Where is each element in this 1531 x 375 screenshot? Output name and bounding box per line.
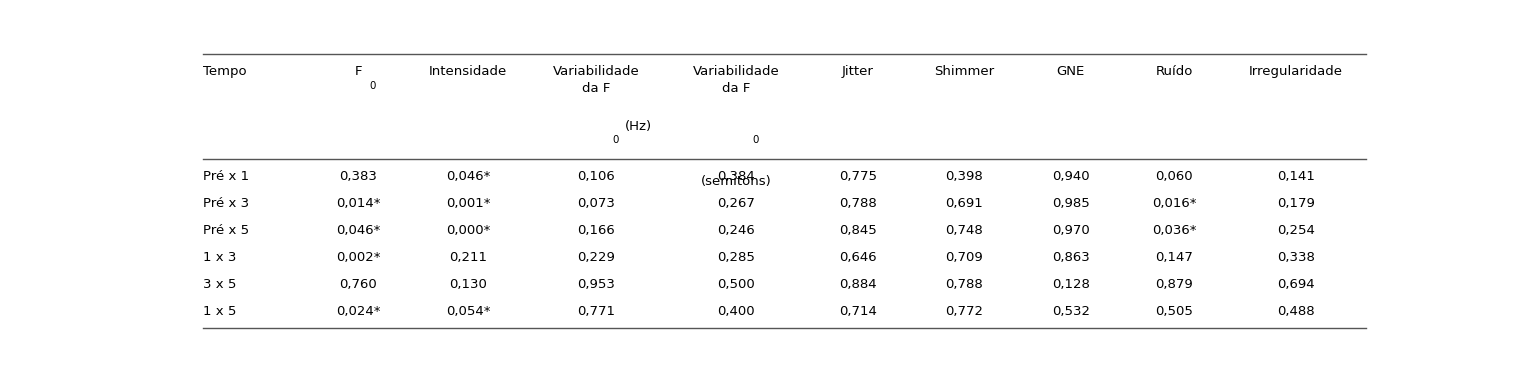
Text: 0,229: 0,229 bbox=[577, 251, 615, 264]
Text: 0: 0 bbox=[369, 81, 375, 91]
Text: Ruído: Ruído bbox=[1156, 65, 1193, 78]
Text: 0,036*: 0,036* bbox=[1151, 224, 1197, 237]
Text: (Hz): (Hz) bbox=[625, 120, 652, 133]
Text: 0,016*: 0,016* bbox=[1151, 197, 1197, 210]
Text: 0,254: 0,254 bbox=[1277, 224, 1315, 237]
Text: 0,970: 0,970 bbox=[1052, 224, 1090, 237]
Text: 0,285: 0,285 bbox=[717, 251, 755, 264]
Text: 0,940: 0,940 bbox=[1052, 170, 1090, 183]
Text: 0,002*: 0,002* bbox=[337, 251, 381, 264]
Text: (semitons): (semitons) bbox=[701, 175, 772, 188]
Text: 0,985: 0,985 bbox=[1052, 197, 1090, 210]
Text: 0,775: 0,775 bbox=[839, 170, 877, 183]
Text: 0,338: 0,338 bbox=[1277, 251, 1315, 264]
Text: 0,488: 0,488 bbox=[1277, 305, 1315, 318]
Text: 0,532: 0,532 bbox=[1052, 305, 1090, 318]
Text: Pré x 5: Pré x 5 bbox=[204, 224, 250, 237]
Text: 0,714: 0,714 bbox=[839, 305, 877, 318]
Text: 0,771: 0,771 bbox=[577, 305, 615, 318]
Text: GNE: GNE bbox=[1056, 65, 1085, 78]
Text: 0,400: 0,400 bbox=[717, 305, 755, 318]
Text: 0,788: 0,788 bbox=[945, 278, 983, 291]
Text: 0,046*: 0,046* bbox=[446, 170, 490, 183]
Text: 0,166: 0,166 bbox=[577, 224, 615, 237]
Text: 0,128: 0,128 bbox=[1052, 278, 1090, 291]
Text: 0,383: 0,383 bbox=[340, 170, 378, 183]
Text: 0,691: 0,691 bbox=[945, 197, 983, 210]
Text: 0,130: 0,130 bbox=[449, 278, 487, 291]
Text: 0,760: 0,760 bbox=[340, 278, 377, 291]
Text: 0,147: 0,147 bbox=[1156, 251, 1193, 264]
Text: Shimmer: Shimmer bbox=[934, 65, 994, 78]
Text: 0,772: 0,772 bbox=[945, 305, 983, 318]
Text: 0,384: 0,384 bbox=[717, 170, 755, 183]
Text: 0,398: 0,398 bbox=[945, 170, 983, 183]
Text: 0,054*: 0,054* bbox=[446, 305, 490, 318]
Text: 1 x 3: 1 x 3 bbox=[204, 251, 237, 264]
Text: 0,884: 0,884 bbox=[839, 278, 877, 291]
Text: Jitter: Jitter bbox=[842, 65, 874, 78]
Text: 0,211: 0,211 bbox=[449, 251, 487, 264]
Text: F: F bbox=[355, 65, 363, 78]
Text: 0,505: 0,505 bbox=[1156, 305, 1193, 318]
Text: 0,106: 0,106 bbox=[577, 170, 615, 183]
Text: 0,024*: 0,024* bbox=[337, 305, 381, 318]
Text: 0: 0 bbox=[612, 135, 619, 144]
Text: 0,646: 0,646 bbox=[839, 251, 877, 264]
Text: 0,179: 0,179 bbox=[1277, 197, 1315, 210]
Text: 0,267: 0,267 bbox=[717, 197, 755, 210]
Text: Pré x 3: Pré x 3 bbox=[204, 197, 250, 210]
Text: 0,863: 0,863 bbox=[1052, 251, 1090, 264]
Text: 0,001*: 0,001* bbox=[446, 197, 490, 210]
Text: 0,073: 0,073 bbox=[577, 197, 615, 210]
Text: Tempo: Tempo bbox=[204, 65, 246, 78]
Text: Intensidade: Intensidade bbox=[429, 65, 507, 78]
Text: 0: 0 bbox=[753, 135, 759, 144]
Text: 0,845: 0,845 bbox=[839, 224, 877, 237]
Text: Variabilidade
da F: Variabilidade da F bbox=[692, 65, 779, 95]
Text: 0,709: 0,709 bbox=[945, 251, 983, 264]
Text: 0,141: 0,141 bbox=[1277, 170, 1315, 183]
Text: 0,500: 0,500 bbox=[717, 278, 755, 291]
Text: 0,748: 0,748 bbox=[945, 224, 983, 237]
Text: 0,000*: 0,000* bbox=[446, 224, 490, 237]
Text: Variabilidade
da F: Variabilidade da F bbox=[553, 65, 640, 95]
Text: 0,694: 0,694 bbox=[1277, 278, 1315, 291]
Text: 0,046*: 0,046* bbox=[337, 224, 381, 237]
Text: 0,246: 0,246 bbox=[717, 224, 755, 237]
Text: Irregularidade: Irregularidade bbox=[1249, 65, 1343, 78]
Text: 0,879: 0,879 bbox=[1156, 278, 1193, 291]
Text: Pré x 1: Pré x 1 bbox=[204, 170, 250, 183]
Text: 0,060: 0,060 bbox=[1156, 170, 1193, 183]
Text: 1 x 5: 1 x 5 bbox=[204, 305, 237, 318]
Text: 0,788: 0,788 bbox=[839, 197, 877, 210]
Text: 0,953: 0,953 bbox=[577, 278, 615, 291]
Text: 3 x 5: 3 x 5 bbox=[204, 278, 237, 291]
Text: 0,014*: 0,014* bbox=[337, 197, 381, 210]
